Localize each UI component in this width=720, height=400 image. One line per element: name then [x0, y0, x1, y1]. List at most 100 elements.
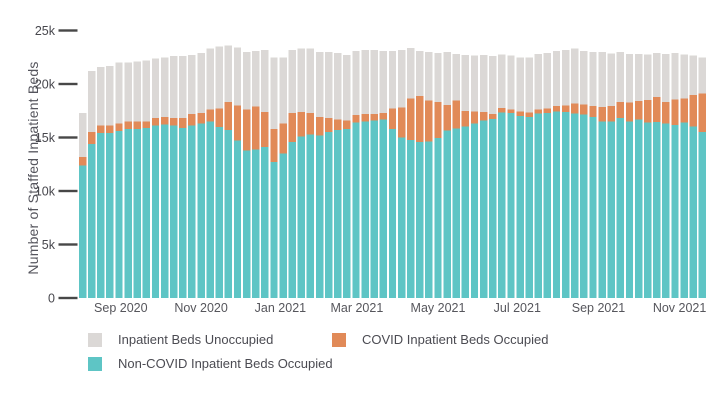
bar-segment[interactable]	[78, 165, 87, 298]
bar-segment[interactable]	[133, 121, 141, 129]
bar-segment[interactable]	[434, 102, 442, 139]
bar-segment[interactable]	[97, 133, 105, 298]
bar-segment[interactable]	[242, 51, 251, 110]
bar-segment[interactable]	[306, 48, 315, 113]
bar-segment[interactable]	[534, 109, 543, 114]
bar-segment[interactable]	[115, 123, 123, 132]
bar-segment[interactable]	[425, 100, 433, 142]
bar-segment[interactable]	[270, 162, 278, 298]
bar-segment[interactable]	[634, 119, 643, 298]
bar-segment[interactable]	[279, 57, 287, 124]
bar-segment[interactable]	[252, 106, 260, 150]
bar-segment[interactable]	[270, 57, 278, 129]
bar-segment[interactable]	[334, 130, 342, 298]
bar-segment[interactable]	[179, 118, 187, 128]
bar-segment[interactable]	[233, 47, 242, 106]
legend-item-unoccupied[interactable]: Inpatient Beds Unoccupied	[88, 332, 273, 347]
bar-segment[interactable]	[498, 112, 506, 298]
bar-segment[interactable]	[452, 128, 460, 298]
bar-segment[interactable]	[479, 120, 488, 298]
bar-segment[interactable]	[507, 55, 515, 110]
bar-segment[interactable]	[416, 50, 424, 96]
bar-segment[interactable]	[188, 113, 196, 126]
bar-segment[interactable]	[115, 131, 123, 298]
bar-segment[interactable]	[188, 55, 196, 114]
bar-segment[interactable]	[388, 128, 397, 298]
bar-segment[interactable]	[589, 51, 597, 106]
bar-segment[interactable]	[334, 52, 342, 120]
bar-segment[interactable]	[179, 127, 187, 299]
bar-segment[interactable]	[124, 121, 132, 129]
bar-segment[interactable]	[680, 98, 688, 123]
bar-segment[interactable]	[370, 49, 378, 114]
bar-segment[interactable]	[361, 113, 369, 122]
bar-segment[interactable]	[580, 114, 588, 299]
bar-segment[interactable]	[479, 111, 488, 121]
bar-segment[interactable]	[215, 126, 223, 298]
bar-segment[interactable]	[479, 55, 488, 112]
bar-segment[interactable]	[87, 143, 96, 298]
bar-segment[interactable]	[589, 105, 597, 118]
bar-segment[interactable]	[334, 119, 342, 131]
bar-segment[interactable]	[142, 60, 151, 122]
bar-segment[interactable]	[680, 122, 688, 299]
bar-segment[interactable]	[233, 105, 242, 141]
bar-segment[interactable]	[580, 104, 588, 115]
bar-segment[interactable]	[407, 48, 415, 99]
bar-segment[interactable]	[142, 121, 151, 128]
bar-segment[interactable]	[598, 51, 606, 107]
bar-segment[interactable]	[643, 54, 652, 101]
bar-segment[interactable]	[561, 111, 570, 298]
bar-segment[interactable]	[106, 125, 114, 134]
bar-segment[interactable]	[416, 95, 424, 142]
bar-segment[interactable]	[561, 105, 570, 112]
bar-segment[interactable]	[224, 45, 233, 103]
bar-segment[interactable]	[379, 119, 388, 298]
bar-segment[interactable]	[370, 120, 378, 298]
bar-segment[interactable]	[671, 125, 679, 298]
bar-segment[interactable]	[124, 128, 132, 298]
bar-segment[interactable]	[507, 109, 515, 113]
bar-segment[interactable]	[698, 132, 707, 298]
bar-segment[interactable]	[552, 111, 561, 298]
bar-segment[interactable]	[233, 140, 242, 298]
bar-segment[interactable]	[616, 118, 625, 299]
bar-segment[interactable]	[261, 147, 269, 298]
bar-segment[interactable]	[616, 51, 625, 103]
bar-segment[interactable]	[470, 55, 479, 112]
bar-segment[interactable]	[97, 66, 105, 126]
bar-segment[interactable]	[653, 52, 661, 97]
bar-segment[interactable]	[625, 121, 634, 298]
bar-segment[interactable]	[698, 93, 707, 133]
bar-segment[interactable]	[680, 54, 688, 99]
bar-segment[interactable]	[242, 150, 251, 298]
bar-segment[interactable]	[516, 57, 524, 112]
bar-segment[interactable]	[689, 55, 697, 96]
bar-segment[interactable]	[598, 107, 606, 122]
bar-segment[interactable]	[151, 118, 160, 126]
bar-segment[interactable]	[343, 55, 351, 121]
bar-segment[interactable]	[151, 58, 160, 119]
bar-segment[interactable]	[124, 62, 132, 122]
bar-segment[interactable]	[607, 53, 615, 106]
bar-segment[interactable]	[452, 54, 460, 101]
bar-segment[interactable]	[242, 109, 251, 151]
bar-segment[interactable]	[461, 110, 470, 127]
bar-segment[interactable]	[552, 50, 561, 106]
bar-segment[interactable]	[288, 141, 296, 298]
bar-segment[interactable]	[461, 55, 470, 111]
bar-segment[interactable]	[170, 118, 178, 126]
bar-segment[interactable]	[443, 130, 451, 298]
bar-segment[interactable]	[87, 71, 96, 133]
bar-segment[interactable]	[534, 113, 543, 299]
bar-segment[interactable]	[224, 130, 233, 298]
bar-segment[interactable]	[352, 50, 360, 116]
bar-segment[interactable]	[607, 121, 615, 298]
bar-segment[interactable]	[525, 57, 533, 113]
bar-segment[interactable]	[489, 118, 497, 298]
bar-segment[interactable]	[589, 117, 597, 298]
bar-segment[interactable]	[470, 123, 479, 298]
bar-segment[interactable]	[106, 65, 114, 126]
bar-segment[interactable]	[279, 123, 287, 154]
bar-segment[interactable]	[425, 141, 433, 298]
